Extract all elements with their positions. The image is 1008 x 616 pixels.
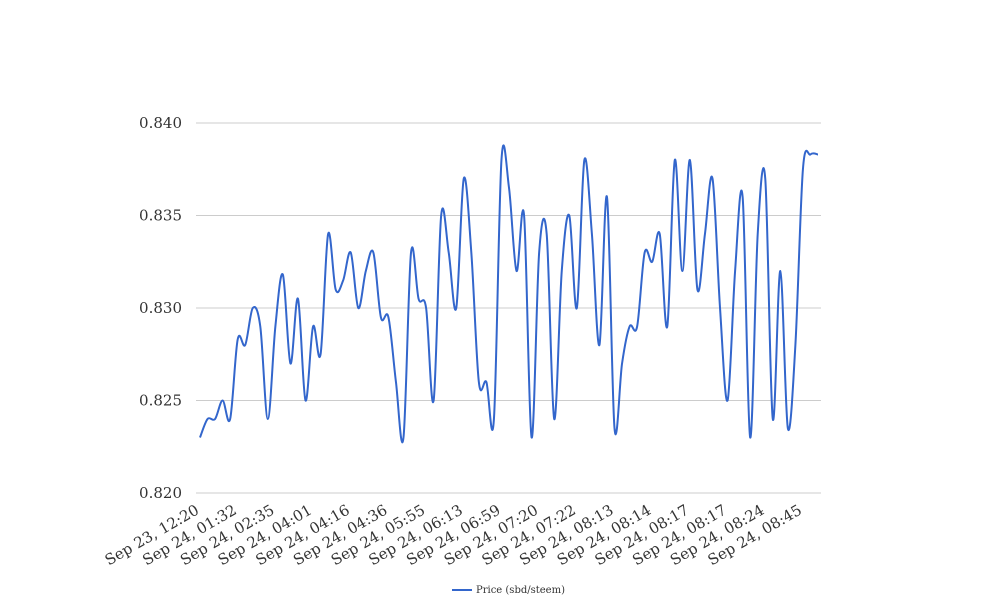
y-tick-label: 0.820: [139, 484, 182, 502]
y-tick-label: 0.840: [139, 114, 182, 132]
y-tick-label: 0.830: [139, 299, 182, 317]
y-tick-label: 0.835: [139, 207, 182, 225]
legend-label: Price (sbd/steem): [476, 585, 565, 596]
price-line: [199, 144, 819, 443]
y-tick-label: 0.825: [139, 392, 182, 410]
